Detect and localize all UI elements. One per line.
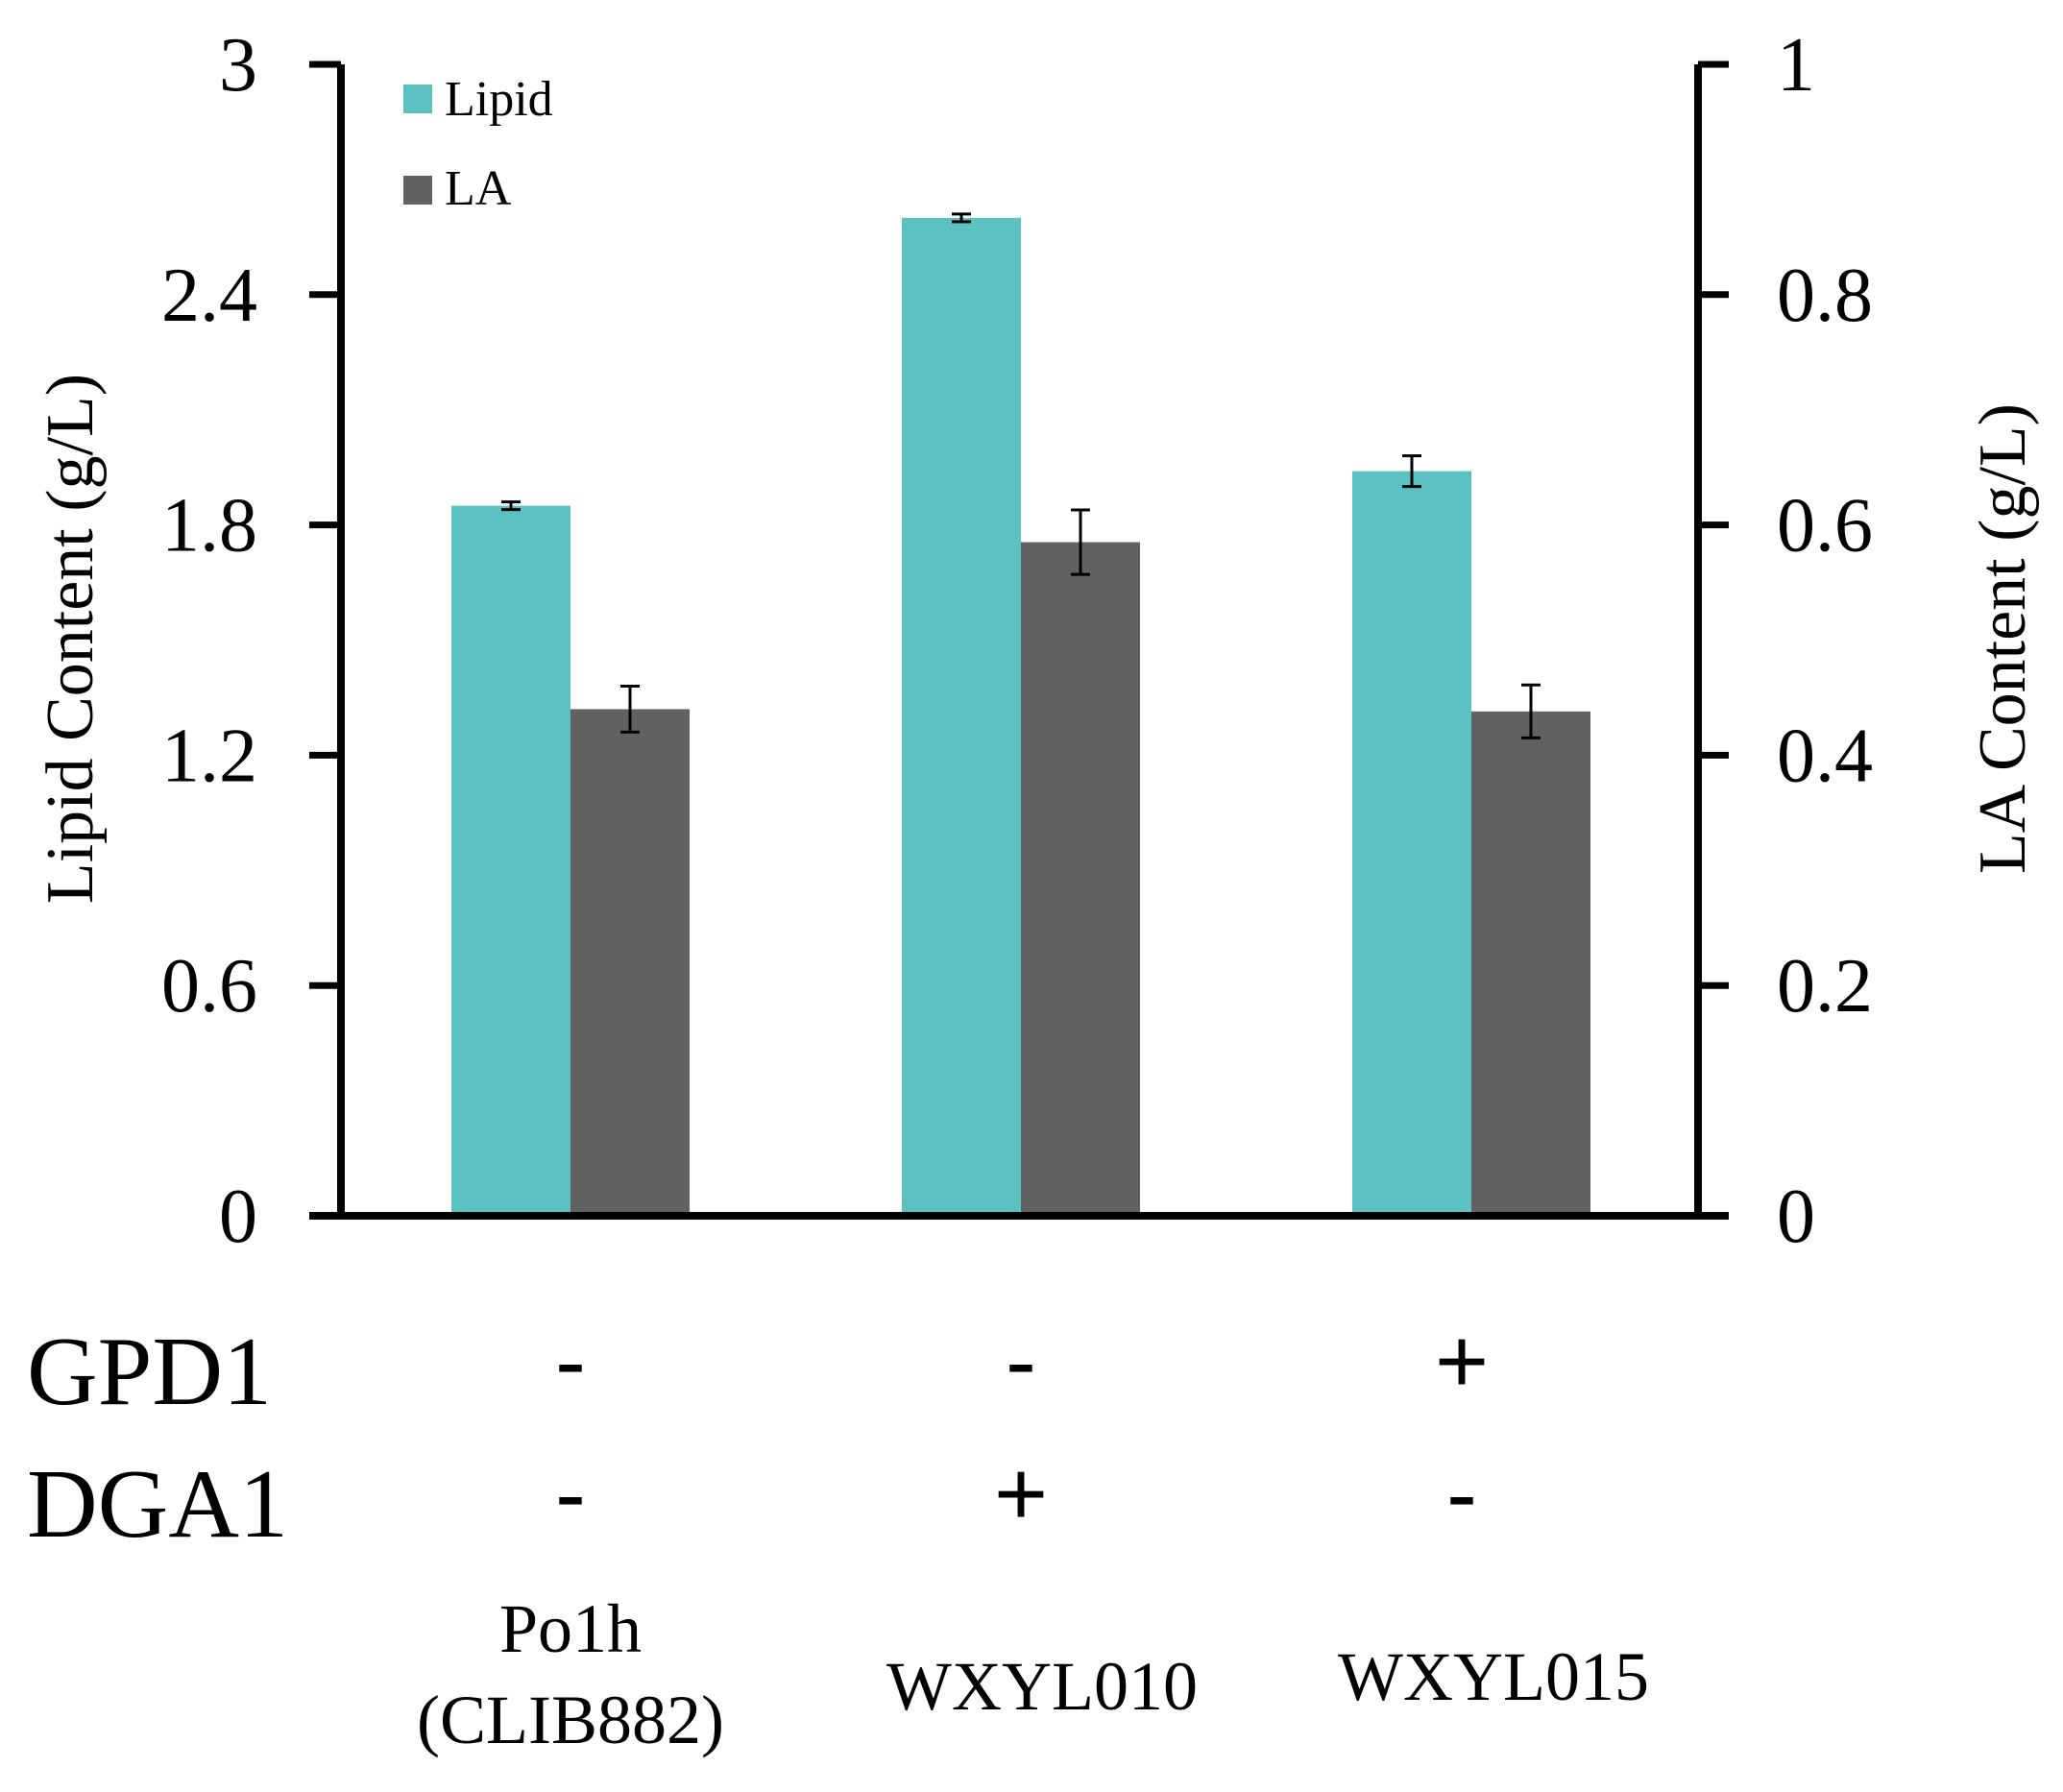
left-tick-label-0: 0 [219,1174,257,1259]
dga1-sign-wxyl010: + [994,1442,1048,1545]
legend-swatch-la [403,176,432,205]
strain-labels: Po1h (CLIB882) WXYL010 WXYL015 [417,1590,1649,1758]
errorbar-lipid-0 [501,500,521,512]
row-label-dga1: DGA1 [27,1450,288,1559]
axes-layer [309,64,1729,1220]
right-tick-label-0: 0 [1777,1174,1815,1259]
errorbar-lipid-1 [952,212,971,224]
strain-label-po1h: Po1h [499,1590,642,1667]
genotype-table: GPD1 - - + DGA1 - + - [27,1310,1489,1559]
bar-lipid-1 [902,217,1021,1216]
row-label-gpd1: GPD1 [27,1318,272,1426]
legend: Lipid LA [403,72,553,216]
right-tick-label-5: 1 [1777,23,1815,108]
right-tick-label-2: 0.4 [1777,714,1873,798]
bar-lipid-0 [451,505,570,1216]
dga1-sign-po1h: - [555,1442,586,1545]
gpd1-sign-wxyl015: + [1435,1310,1489,1413]
left-tick-label-3: 1.8 [161,484,257,569]
legend-swatch-lipid [403,85,432,113]
gpd1-sign-po1h: - [555,1310,586,1413]
bar-lipid-2 [1352,471,1471,1216]
right-tick-label-1: 0.2 [1777,944,1873,1029]
errorbar-lipid-2 [1402,454,1421,489]
bar-la-1 [1021,542,1140,1216]
errorbar-la-1 [1071,508,1090,576]
left-axis-title: Lipid Content (g/L) [34,374,108,904]
right-tick-label-4: 0.8 [1777,254,1873,338]
left-tick-label-2: 1.2 [161,714,257,798]
dga1-sign-wxyl015: - [1446,1442,1477,1545]
left-tick-label-4: 2.4 [161,254,257,338]
bar-la-0 [570,709,690,1216]
left-tick-label-1: 0.6 [161,944,257,1029]
errorbar-la-2 [1521,683,1541,739]
right-tick-label-3: 0.6 [1777,484,1873,569]
legend-label-lipid: Lipid [445,72,553,127]
legend-label-la: LA [445,161,512,216]
bar-la-2 [1471,711,1590,1216]
errorbar-la-0 [620,684,640,734]
strain-label-wxyl010: WXYL010 [886,1648,1198,1725]
left-tick-label-5: 3 [219,23,257,108]
strain-label-wxyl015: WXYL015 [1338,1638,1649,1715]
ticks-layer: 0 0.6 1.2 1.8 2.4 3 0 0.2 0.4 0.6 0.8 1 [161,23,1873,1259]
right-axis-title: LA Content (g/L) [1966,403,2040,874]
strain-label-po1h-sub: (CLIB882) [417,1682,724,1758]
errorbars-layer [501,212,1541,739]
gpd1-sign-wxyl010: - [1006,1310,1036,1413]
bars-layer [451,217,1590,1216]
